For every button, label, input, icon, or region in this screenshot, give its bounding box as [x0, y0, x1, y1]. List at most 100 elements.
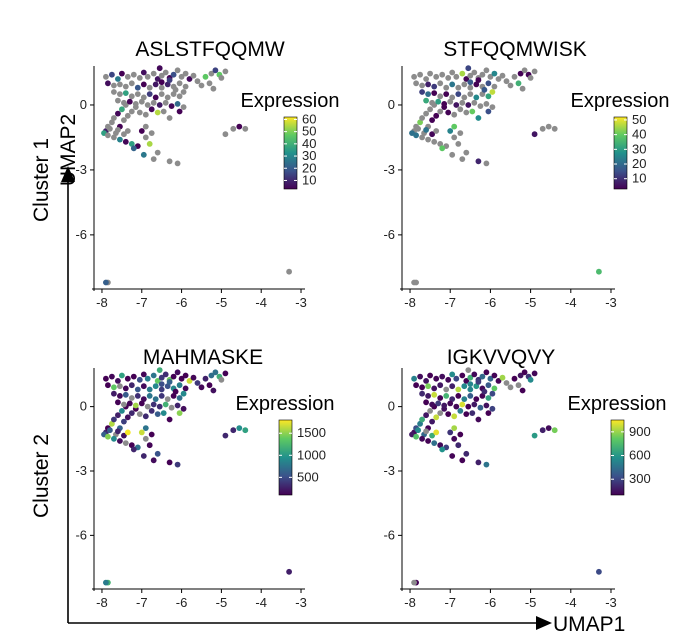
scatter-point: [176, 382, 183, 389]
scatter-point: [111, 435, 117, 442]
scatter-point: [144, 403, 151, 410]
legend-title: Expression: [236, 393, 335, 415]
scatter-point: [447, 128, 454, 134]
scatter-point: [103, 579, 109, 586]
scatter-point: [531, 131, 538, 138]
scatter-point: [154, 76, 161, 82]
scatter-point: [124, 73, 131, 80]
legend-tick-label: 10: [302, 172, 316, 187]
scatter-point: [443, 393, 450, 399]
scatter-point: [451, 111, 458, 118]
scatter-point: [465, 65, 472, 72]
scatter-point: [449, 94, 456, 101]
scatter-point: [429, 401, 435, 408]
umap1-label: UMAP1: [553, 613, 625, 634]
scatter-point: [156, 367, 163, 373]
scatter-point: [445, 411, 452, 417]
x-tick-label: -3: [295, 295, 307, 310]
scatter-point: [132, 101, 139, 107]
scatter-point: [499, 374, 506, 381]
x-tick-label: -8: [404, 595, 416, 610]
scatter-point: [417, 420, 423, 427]
scatter-point: [487, 73, 494, 80]
scatter-point: [515, 382, 522, 389]
scatter-point: [545, 123, 552, 130]
scatter-point: [441, 101, 448, 107]
scatter-point: [415, 427, 421, 434]
scatter-point: [230, 125, 237, 132]
scatter-point: [463, 76, 470, 82]
scatter-point: [457, 130, 464, 137]
scatter-point: [103, 279, 109, 286]
scatter-point: [457, 106, 464, 113]
scatter-point: [411, 375, 417, 382]
legend-tick-label: 30: [302, 148, 316, 163]
scatter-point: [122, 83, 129, 90]
scatter-point: [491, 385, 498, 392]
scatter-point: [447, 429, 454, 436]
scatter-point: [115, 97, 121, 104]
legend-colorbar: [283, 116, 298, 190]
scatter-point: [160, 108, 167, 115]
legend-tick-label: 1500: [297, 425, 326, 440]
scatter-point: [423, 110, 429, 117]
scatter-point: [174, 402, 181, 409]
scatter-point: [117, 393, 123, 399]
scatter-point: [286, 568, 292, 575]
scatter-point: [517, 70, 524, 77]
x-tick-label: -7: [444, 595, 456, 610]
scatter-point: [103, 375, 109, 382]
scatter-point: [477, 103, 484, 109]
scatter-point: [148, 408, 155, 414]
umap2-arrow-head: [61, 166, 75, 182]
scatter-point: [469, 108, 476, 115]
scatter-point: [105, 80, 111, 87]
legend-colorbar: [613, 116, 628, 190]
scatter-point: [194, 380, 201, 386]
y-tick-label: -3: [75, 162, 87, 177]
scatter-point: [115, 428, 121, 435]
scatter-point: [124, 112, 131, 119]
scatter-point: [140, 383, 147, 390]
scatter-point: [172, 388, 179, 395]
scatter-point: [182, 372, 189, 379]
scatter-point: [471, 69, 478, 76]
y-tick-label: -3: [75, 463, 87, 478]
legend-tick-label: 10: [632, 171, 646, 186]
scatter-point: [107, 427, 113, 434]
scatter-point: [122, 385, 129, 392]
scatter-point: [186, 76, 193, 82]
scatter-point: [469, 410, 476, 416]
scatter-point: [495, 76, 502, 82]
scatter-point: [210, 387, 217, 394]
scatter-point: [429, 418, 435, 425]
scatter-point: [485, 108, 492, 115]
scatter-point: [140, 371, 147, 378]
scatter-point: [539, 125, 546, 132]
scatter-point: [115, 399, 121, 406]
scatter-point: [119, 70, 125, 77]
x-tick-label: -6: [485, 595, 497, 610]
legend-tick-label: 60: [302, 111, 316, 126]
scatter-point: [154, 109, 161, 116]
scatter-point: [429, 432, 435, 439]
scatter-point: [138, 429, 145, 436]
scatter-point: [431, 391, 438, 398]
scatter-point: [107, 125, 113, 132]
scatter-point: [158, 84, 165, 91]
scatter-point: [471, 99, 478, 106]
scatter-point: [144, 73, 151, 80]
legend-tick-label: 20: [302, 160, 316, 175]
scatter-point: [443, 84, 450, 91]
scatter-point: [453, 403, 460, 410]
scatter-point: [483, 160, 490, 167]
x-tick-label: -6: [485, 295, 497, 310]
scatter-point: [431, 138, 438, 145]
scatter-point: [122, 440, 129, 446]
scatter-point: [158, 374, 165, 381]
scatter-point: [142, 425, 149, 431]
scatter-point: [461, 94, 468, 101]
scatter-point: [451, 425, 458, 431]
scatter-point: [495, 378, 502, 384]
